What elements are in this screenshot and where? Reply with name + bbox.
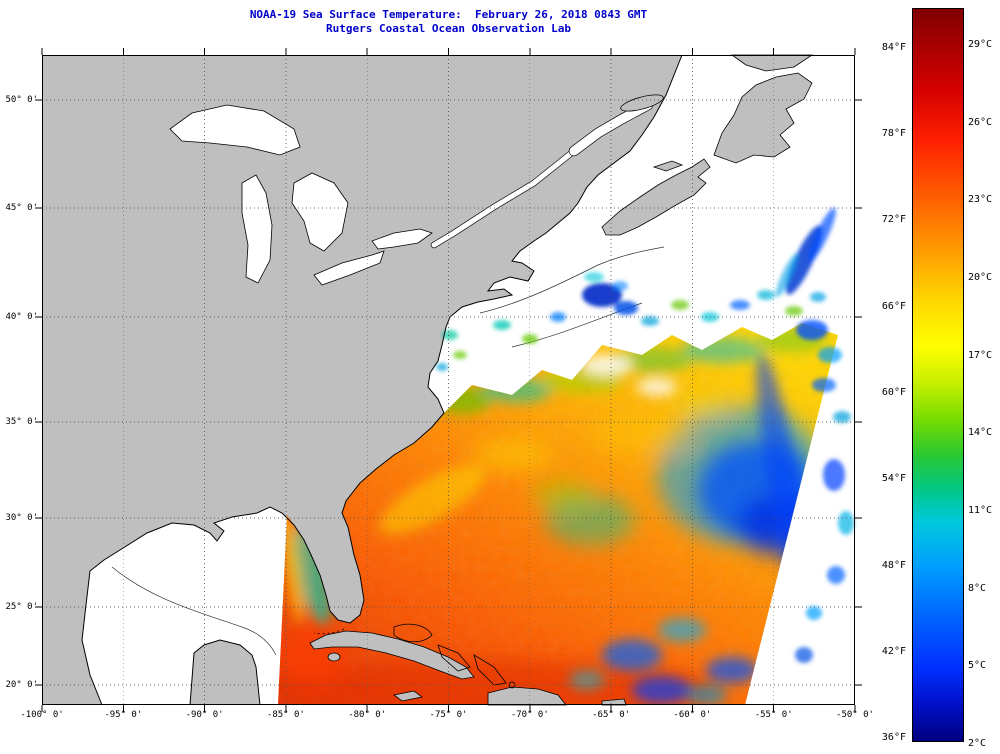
colorbar-gradient (912, 8, 964, 742)
lat-tick-label: 45° 0' (5, 203, 38, 213)
lake-huron (291, 172, 349, 252)
colorbar-celsius-label: 23°C (968, 194, 993, 206)
isle-of-youth (327, 652, 341, 662)
lat-tick-label: 30° 0' (5, 513, 38, 523)
colorbar-fahrenheit-label: 72°F (881, 214, 906, 226)
bahamas-banks (313, 623, 516, 689)
florida-keys (313, 628, 345, 634)
lat-tick-label: 20° 0' (5, 680, 38, 690)
nova-scotia (601, 158, 711, 236)
colorbar-celsius-label: 20°C (968, 271, 993, 283)
yucatan-coast (189, 639, 261, 706)
lake-ontario (371, 228, 433, 250)
colorbar-fahrenheit-label: 54°F (881, 473, 906, 485)
plot-frame (42, 55, 855, 705)
st-lawrence-river (430, 99, 654, 249)
coastline (81, 54, 683, 706)
jamaica (393, 690, 423, 702)
lat-tick-label: 25° 0' (5, 602, 38, 612)
map-subtitle: Rutgers Coastal Ocean Observation Lab (325, 22, 572, 35)
islands (309, 54, 814, 706)
colorbar-celsius-label: 2°C (968, 737, 987, 749)
colorbar-celsius-label: 5°C (968, 660, 987, 672)
colorbar-celsius-label: 26°C (968, 116, 993, 128)
lat-tick-label: 35° 0' (5, 417, 38, 427)
cuba (309, 630, 475, 680)
colorbar-celsius-label: 14°C (968, 427, 993, 439)
colorbar-fahrenheit-label: 84°F (881, 41, 906, 53)
grid-lines (42, 55, 855, 705)
sst-scattered-patches (436, 207, 854, 663)
colorbar-fahrenheit-label: 48°F (881, 559, 906, 571)
great-lakes (169, 104, 433, 286)
map-title: NOAA-19 Sea Surface Temperature: Februar… (249, 8, 648, 21)
colorbar-fahrenheit-label: 60°F (881, 387, 906, 399)
lat-tick-label: 40° 0' (5, 312, 38, 322)
colorbar-celsius-label: 8°C (968, 582, 987, 594)
colorbar-celsius-label: 29°C (968, 39, 993, 50)
newfoundland (713, 72, 813, 164)
colorbar-fahrenheit-label: 36°F (881, 732, 906, 744)
colorbar-fahrenheit-label: 78°F (881, 128, 906, 140)
colorbar-celsius-label: 11°C (968, 504, 993, 516)
colorbar-fahrenheit-label: 42°F (881, 645, 906, 657)
axis-ticks (35, 48, 862, 712)
lake-superior (169, 104, 301, 156)
anticosti-island (620, 94, 664, 112)
map-plot (35, 48, 862, 712)
lat-tick-label: 50° 0' (5, 95, 38, 105)
colorbar-fahrenheit-label: 66°F (881, 300, 906, 312)
colorbar-celsius-label: 17°C (968, 349, 993, 361)
lake-michigan (241, 174, 273, 284)
lake-erie (313, 250, 385, 286)
prince-edward-island (652, 160, 684, 172)
